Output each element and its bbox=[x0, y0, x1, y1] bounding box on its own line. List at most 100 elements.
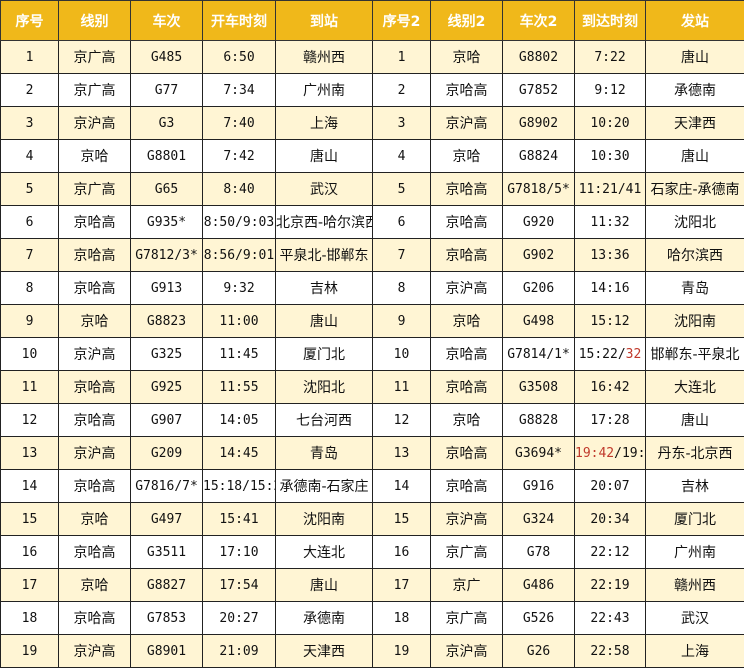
table-row: 19 京沪高 G8901 21:09 天津西 19 京沪高 G26 22:58 上海 bbox=[0, 634, 744, 668]
cell-seq: 4 bbox=[0, 139, 59, 173]
cell-train2: G7818/5* bbox=[502, 172, 575, 206]
column-header-line: 线别 bbox=[58, 0, 131, 41]
cell-depart-time: 17:54 bbox=[202, 568, 276, 602]
cell-train2: G526 bbox=[502, 601, 575, 635]
cell-line2: 京哈高 bbox=[430, 73, 503, 107]
cell-from-station: 吉林 bbox=[645, 469, 744, 503]
cell-seq2: 4 bbox=[372, 139, 431, 173]
time-segment: 10:30 bbox=[590, 148, 630, 164]
cell-line2: 京广高 bbox=[430, 535, 503, 569]
cell-train2: G486 bbox=[502, 568, 575, 602]
cell-arrive-time: 15:12 bbox=[574, 304, 646, 338]
cell-from-station: 哈尔滨西 bbox=[645, 238, 744, 272]
cell-seq2: 17 bbox=[372, 568, 431, 602]
cell-seq2: 19 bbox=[372, 634, 431, 668]
time-segment: 22:12 bbox=[590, 544, 630, 560]
cell-arrive-time: 10:20 bbox=[574, 106, 646, 140]
cell-seq: 16 bbox=[0, 535, 59, 569]
time-segment: 17:28 bbox=[590, 412, 630, 428]
cell-depart-time: 8:40 bbox=[202, 172, 276, 206]
time-segment: 11:21/41 bbox=[578, 181, 642, 197]
cell-depart-time: 20:27 bbox=[202, 601, 276, 635]
time-segment: 20:27 bbox=[219, 610, 259, 626]
cell-train: G913 bbox=[130, 271, 203, 305]
cell-arrive-time: 22:12 bbox=[574, 535, 646, 569]
cell-seq: 7 bbox=[0, 238, 59, 272]
cell-from-station: 邯郸东-平泉北 bbox=[645, 337, 744, 371]
cell-train: G7853 bbox=[130, 601, 203, 635]
cell-train: G7812/3* bbox=[130, 238, 203, 272]
cell-seq2: 9 bbox=[372, 304, 431, 338]
cell-seq: 14 bbox=[0, 469, 59, 503]
time-segment: 7:42 bbox=[223, 148, 255, 164]
time-segment: 7:40 bbox=[223, 115, 255, 131]
cell-train2: G324 bbox=[502, 502, 575, 536]
cell-from-station: 唐山 bbox=[645, 40, 744, 74]
cell-line: 京广高 bbox=[58, 172, 131, 206]
cell-arrive-time: 20:07 bbox=[574, 469, 646, 503]
cell-depart-time: 14:05 bbox=[202, 403, 276, 437]
table-body: 1 京广高 G485 6:50 赣州西 1 京哈 G8802 7:22 唐山 2 京广高 G77 7:34… bbox=[0, 40, 744, 668]
time-segment: 11:45 bbox=[219, 346, 259, 362]
cell-from-station: 上海 bbox=[645, 634, 744, 668]
cell-arrive-station: 唐山 bbox=[275, 568, 373, 602]
time-segment: 6:50 bbox=[223, 49, 255, 65]
cell-depart-time: 14:45 bbox=[202, 436, 276, 470]
cell-line: 京哈 bbox=[58, 568, 131, 602]
time-segment: 8:50/9:03 bbox=[203, 214, 275, 230]
cell-depart-time: 7:42 bbox=[202, 139, 276, 173]
table-row: 4 京哈 G8801 7:42 唐山 4 京哈 G8824 10:30 唐山 bbox=[0, 139, 744, 173]
cell-depart-time: 7:34 bbox=[202, 73, 276, 107]
cell-seq2: 5 bbox=[372, 172, 431, 206]
cell-seq: 5 bbox=[0, 172, 59, 206]
cell-seq: 9 bbox=[0, 304, 59, 338]
cell-seq: 11 bbox=[0, 370, 59, 404]
cell-train: G7816/7* bbox=[130, 469, 203, 503]
cell-line: 京沪高 bbox=[58, 106, 131, 140]
cell-seq: 19 bbox=[0, 634, 59, 668]
cell-arrive-time: 11:32 bbox=[574, 205, 646, 239]
cell-depart-time: 8:56/9:01 bbox=[202, 238, 276, 272]
cell-train2: G7852 bbox=[502, 73, 575, 107]
cell-train2: G916 bbox=[502, 469, 575, 503]
cell-train2: G8828 bbox=[502, 403, 575, 437]
cell-line: 京沪高 bbox=[58, 337, 131, 371]
cell-train2: G8824 bbox=[502, 139, 575, 173]
cell-from-station: 广州南 bbox=[645, 535, 744, 569]
cell-train: G497 bbox=[130, 502, 203, 536]
cell-arrive-station: 平泉北-邯郸东 bbox=[275, 238, 373, 272]
time-segment: 11:55 bbox=[219, 379, 259, 395]
time-segment: 17:10 bbox=[219, 544, 259, 560]
time-segment: 10:20 bbox=[590, 115, 630, 131]
cell-depart-time: 11:55 bbox=[202, 370, 276, 404]
cell-arrive-time: 9:12 bbox=[574, 73, 646, 107]
table-row: 17 京哈 G8827 17:54 唐山 17 京广 G486 22:19 赣州西 bbox=[0, 568, 744, 602]
cell-depart-time: 9:32 bbox=[202, 271, 276, 305]
cell-seq2: 1 bbox=[372, 40, 431, 74]
cell-arrive-time: 15:22/32 bbox=[574, 337, 646, 371]
cell-seq: 17 bbox=[0, 568, 59, 602]
cell-from-station: 沈阳南 bbox=[645, 304, 744, 338]
cell-train: G935* bbox=[130, 205, 203, 239]
time-segment: 15:12 bbox=[590, 313, 630, 329]
cell-line2: 京沪高 bbox=[430, 271, 503, 305]
cell-arrive-time: 22:43 bbox=[574, 601, 646, 635]
time-segment: 14:05 bbox=[219, 412, 259, 428]
cell-depart-time: 11:00 bbox=[202, 304, 276, 338]
table-row: 13京沪高G20914:45青岛13京哈高G3694*19:42/19:50丹东… bbox=[0, 436, 744, 470]
cell-line2: 京哈 bbox=[430, 40, 503, 74]
cell-arrive-station: 赣州西 bbox=[275, 40, 373, 74]
cell-line: 京哈高 bbox=[58, 469, 131, 503]
time-segment: 9:12 bbox=[594, 82, 626, 98]
column-header-from-station: 发站 bbox=[645, 0, 744, 41]
cell-arrive-time: 7:22 bbox=[574, 40, 646, 74]
column-header-train: 车次 bbox=[130, 0, 203, 41]
time-segment: 13:36 bbox=[590, 247, 630, 263]
cell-train: G325 bbox=[130, 337, 203, 371]
cell-train2: G3694* bbox=[502, 436, 575, 470]
cell-arrive-station: 大连北 bbox=[275, 535, 373, 569]
cell-line: 京哈 bbox=[58, 502, 131, 536]
cell-arrive-time: 20:34 bbox=[574, 502, 646, 536]
column-header-train2: 车次2 bbox=[502, 0, 575, 41]
cell-arrive-station: 武汉 bbox=[275, 172, 373, 206]
